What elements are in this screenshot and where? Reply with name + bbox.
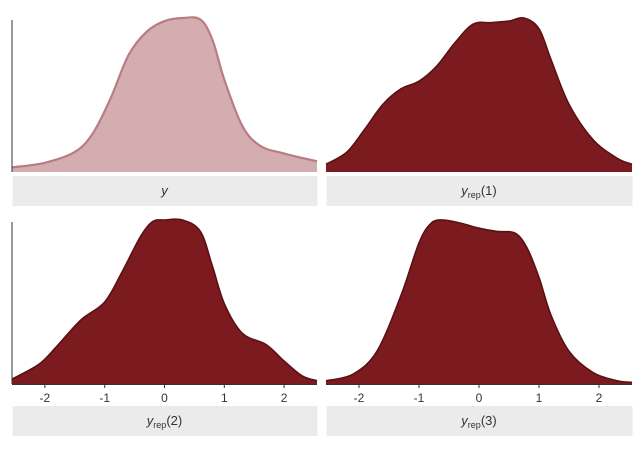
density-area-y [12, 17, 317, 173]
x-tick-label: 0 [161, 391, 168, 405]
x-tick-label: -2 [354, 391, 365, 405]
facet-panel-yrep1: yrep(1) [325, 16, 633, 206]
x-tick-label: -1 [414, 391, 425, 405]
density-area-yrep3 [326, 219, 632, 384]
facet-strip-label-yrep2: yrep(2) [146, 413, 182, 430]
x-tick-label: 1 [221, 391, 228, 405]
x-tick-label: 2 [596, 391, 603, 405]
facet-strip-yrep1 [326, 176, 633, 206]
facet-panel-y: y [11, 16, 318, 206]
density-line-yrep2 [11, 218, 318, 382]
facet-strip-yrep3 [326, 406, 633, 436]
density-line-yrep1 [325, 16, 633, 166]
facet-strip-label-y: y [160, 183, 169, 198]
x-tick-label: 1 [536, 391, 543, 405]
density-line-y [11, 16, 318, 169]
density-line-yrep3 [325, 219, 633, 384]
x-tick-label: 2 [281, 391, 288, 405]
facet-panel-yrep3: -2 -1 0 1 2 yrep(3) [325, 219, 633, 436]
facet-strip-yrep2 [12, 406, 318, 436]
facet-strip-label-yrep1: yrep(1) [460, 183, 496, 200]
facet-panel-yrep2: -2 -1 0 1 2 yrep(2) [11, 218, 318, 436]
x-tick-label: 0 [476, 391, 483, 405]
density-area-yrep2 [12, 219, 317, 384]
facet-strip-label-yrep3: yrep(3) [460, 413, 496, 430]
density-area-yrep1 [326, 17, 632, 172]
facet-strip-y [12, 176, 318, 206]
x-tick-label: -2 [40, 391, 51, 405]
x-tick-label: -1 [99, 391, 110, 405]
